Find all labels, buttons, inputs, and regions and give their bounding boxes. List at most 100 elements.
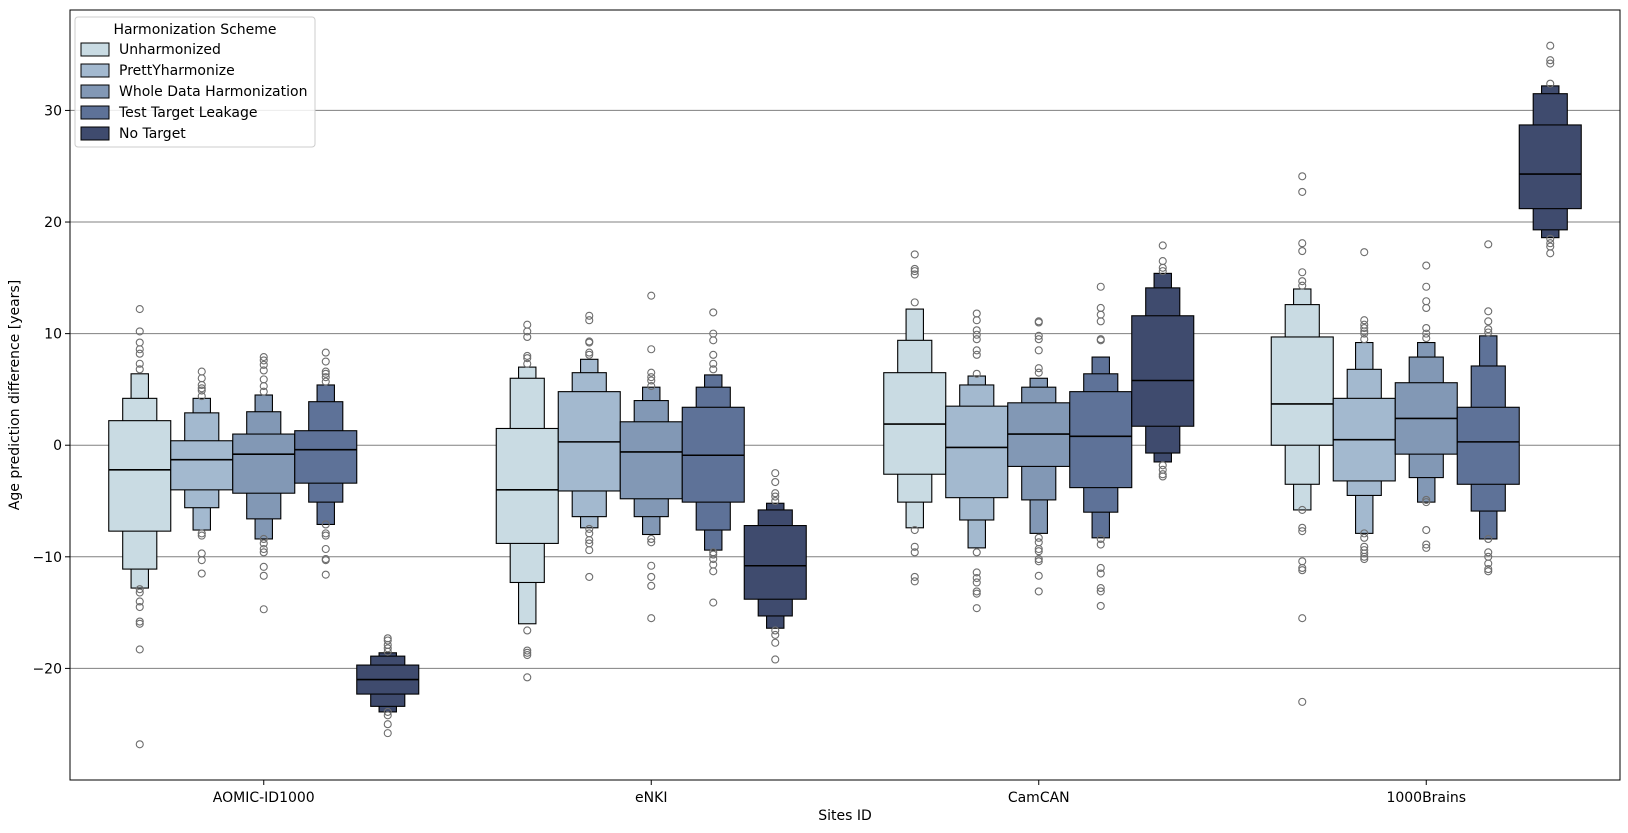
outlier-point — [1158, 257, 1167, 266]
outlier-point — [647, 373, 656, 382]
legend: Harmonization Scheme Unharmonized PrettYh… — [74, 16, 316, 148]
outlier-point — [1422, 543, 1431, 552]
outlier-point — [1298, 281, 1307, 290]
outlier-point — [585, 546, 594, 555]
outlier-point — [1298, 172, 1307, 181]
outlier-point — [910, 264, 919, 273]
outlier-point — [1484, 328, 1493, 337]
outlier-point — [1034, 346, 1043, 355]
outlier-point — [1484, 548, 1493, 557]
outlier-point — [135, 359, 144, 368]
x-tick-label: AOMIC-ID1000 — [213, 790, 315, 806]
outlier-point — [585, 539, 594, 548]
outlier-point — [910, 270, 919, 279]
outlier-point — [647, 534, 656, 544]
outlier-point — [197, 549, 206, 558]
outlier-point — [1484, 567, 1493, 576]
boxen-level — [1131, 315, 1195, 427]
outlier-point — [1546, 41, 1555, 50]
outlier-point — [1546, 56, 1555, 65]
outlier-point — [1484, 565, 1493, 574]
outlier-point — [771, 469, 780, 478]
outlier-point — [1096, 303, 1105, 313]
outlier-point — [771, 477, 780, 487]
outlier-point — [1422, 261, 1431, 270]
outlier-point — [972, 326, 981, 335]
outlier-point — [523, 332, 532, 342]
outlier-point — [910, 572, 919, 581]
outlier-point — [1158, 267, 1167, 276]
boxen-level — [1518, 124, 1582, 210]
outlier-point — [1484, 534, 1493, 544]
outlier-point — [910, 548, 919, 557]
outlier-point — [647, 291, 656, 300]
outlier-point — [910, 250, 919, 259]
outlier-point — [771, 492, 780, 501]
outlier-point — [1096, 534, 1105, 544]
outlier-point — [1298, 268, 1307, 277]
outlier-point — [910, 298, 919, 307]
outlier-point — [1034, 587, 1043, 596]
outlier-point — [1360, 320, 1369, 329]
outlier-point — [1298, 697, 1307, 706]
legend-entry-label: PrettYharmonize — [119, 63, 235, 79]
x-tick-label: 1000Brains — [1386, 790, 1466, 806]
outlier-point — [1096, 587, 1105, 596]
legend-swatch — [80, 105, 110, 120]
outlier-point — [197, 386, 206, 395]
outlier-point — [1546, 59, 1555, 68]
y-axis-label: Age prediction difference [years] — [7, 280, 23, 510]
outlier-point — [771, 496, 780, 506]
outlier-point — [647, 376, 656, 385]
outlier-point — [135, 602, 144, 612]
legend-title: Harmonization Scheme — [113, 22, 276, 38]
outlier-point — [1360, 335, 1369, 344]
legend-swatch — [80, 42, 110, 57]
outlier-point — [1298, 557, 1307, 566]
outlier-point — [585, 348, 594, 357]
outlier-point — [709, 359, 718, 368]
outlier-point — [523, 359, 532, 368]
outlier-point — [1298, 239, 1307, 248]
y-tick-label: −20 — [32, 661, 62, 677]
outlier-point — [1034, 368, 1043, 377]
outlier-point — [259, 366, 268, 375]
y-tick-label: 30 — [44, 103, 62, 119]
outlier-point — [321, 367, 330, 376]
outlier-point — [1422, 303, 1431, 313]
outlier-point — [1484, 317, 1493, 326]
outlier-point — [709, 350, 718, 359]
outlier-point — [972, 309, 981, 318]
outlier-point — [1546, 242, 1555, 251]
outlier-point — [1422, 282, 1431, 291]
outlier-point — [1034, 335, 1043, 344]
boxen-level — [1270, 336, 1334, 446]
outlier-point — [647, 538, 656, 547]
outlier-point — [709, 365, 718, 374]
outlier-point — [709, 548, 718, 557]
boxen-level — [108, 420, 172, 532]
outlier-point — [383, 644, 392, 653]
outlier-point — [910, 542, 919, 551]
outlier-point — [135, 585, 144, 594]
outlier-point — [321, 544, 330, 554]
outlier-point — [523, 351, 532, 360]
outlier-point — [1158, 241, 1167, 250]
outlier-point — [321, 520, 330, 529]
outlier-point — [972, 587, 981, 596]
outlier-point — [1096, 584, 1105, 593]
outlier-point — [1298, 523, 1307, 532]
outlier-point — [135, 645, 144, 654]
plot-frame — [69, 9, 1621, 781]
outlier-point — [135, 619, 144, 628]
outlier-point — [972, 330, 981, 339]
outlier-point — [585, 316, 594, 325]
outlier-point — [1484, 552, 1493, 561]
outlier-point — [647, 368, 656, 377]
y-tick-label: −10 — [32, 550, 62, 566]
legend-entry-label: Unharmonized — [119, 42, 221, 58]
outlier-point — [972, 350, 981, 359]
outlier-point — [321, 570, 330, 579]
axis-ticks: −20 −10 0 10 20 30 AOMIC-ID1000 eNKI CamCAN 1000B… — [32, 103, 1466, 806]
outlier-point — [259, 387, 268, 396]
